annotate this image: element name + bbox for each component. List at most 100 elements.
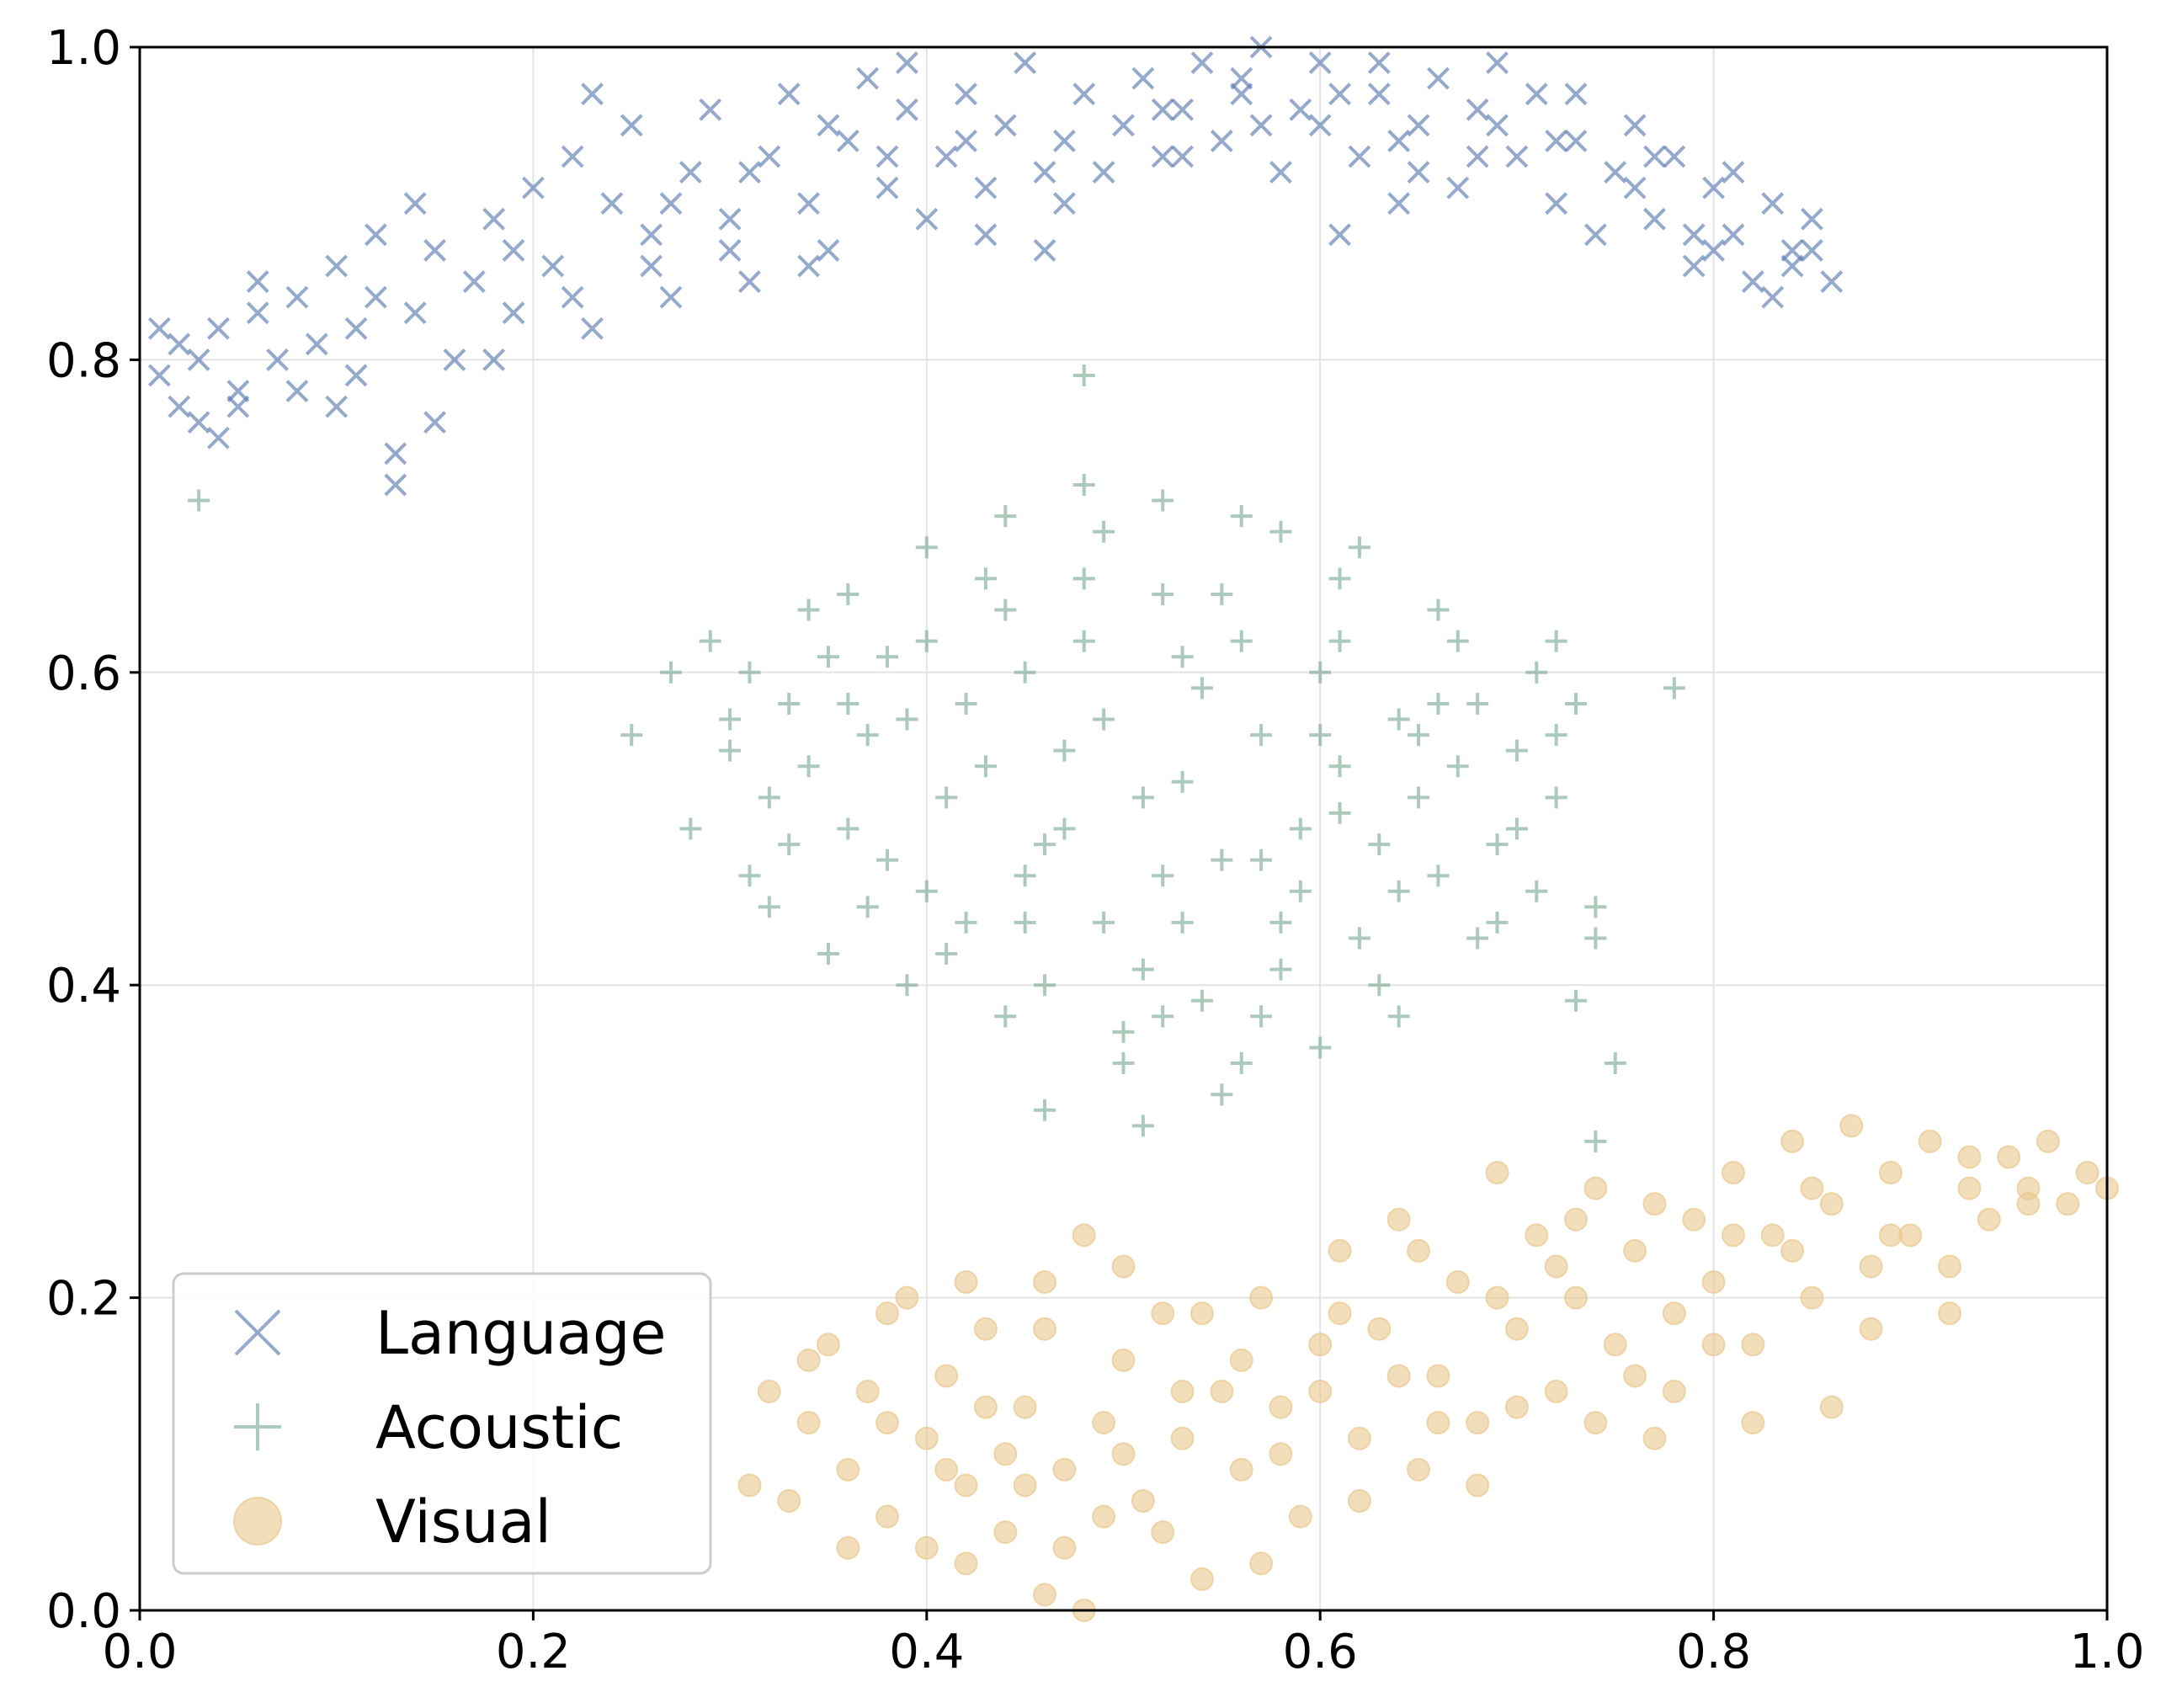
visual-point	[875, 1301, 900, 1326]
language-point	[934, 145, 958, 168]
acoustic-point	[1269, 520, 1292, 543]
language-point	[1052, 130, 1076, 152]
visual-point	[1957, 1176, 1982, 1200]
visual-point	[2016, 1192, 2041, 1216]
visual-point	[1544, 1254, 1568, 1279]
legend-marker-language	[234, 1309, 281, 1356]
language-point	[1722, 223, 1745, 247]
visual-point	[1898, 1223, 1923, 1248]
language-point	[1308, 51, 1332, 74]
acoustic-point	[1387, 880, 1410, 902]
acoustic-point	[876, 646, 899, 668]
visual-point	[1859, 1317, 1883, 1341]
language-point	[1682, 254, 1706, 278]
visual-point	[1033, 1270, 1057, 1295]
x-tick-label: 0.8	[1676, 1625, 1751, 1679]
language-point	[875, 176, 899, 200]
acoustic-point	[1230, 505, 1253, 528]
acoustic-point	[1408, 786, 1430, 809]
acoustic-point	[1072, 567, 1095, 590]
language-point	[384, 473, 407, 497]
language-point	[974, 176, 998, 200]
visual-point	[1249, 1551, 1274, 1576]
language-point	[1761, 285, 1785, 309]
acoustic-point	[1486, 833, 1509, 856]
visual-point	[2075, 1161, 2099, 1185]
language-point	[1702, 238, 1726, 262]
series-visual	[737, 1114, 2119, 1622]
acoustic-point	[738, 661, 761, 684]
acoustic-point	[1584, 927, 1607, 950]
language-point	[187, 348, 210, 371]
language-point	[758, 145, 781, 168]
visual-point	[1151, 1520, 1175, 1545]
visual-point	[1013, 1395, 1037, 1419]
language-point	[187, 411, 210, 434]
language-point	[1801, 238, 1823, 262]
language-point	[699, 98, 722, 121]
visual-point	[1662, 1380, 1686, 1404]
visual-point	[1407, 1457, 1431, 1482]
visual-point	[954, 1473, 978, 1498]
visual-point	[1052, 1535, 1077, 1560]
language-point	[718, 238, 742, 262]
acoustic-point	[1486, 911, 1509, 934]
language-point	[797, 254, 820, 278]
visual-point	[1741, 1411, 1765, 1435]
visual-point	[1721, 1161, 1745, 1185]
visual-point	[1386, 1207, 1411, 1232]
visual-point	[1504, 1395, 1529, 1419]
language-point	[462, 270, 486, 293]
acoustic-point	[994, 599, 1017, 621]
acoustic-point	[1328, 801, 1351, 824]
acoustic-point	[1152, 583, 1174, 605]
visual-point	[1800, 1285, 1824, 1310]
acoustic-point	[837, 583, 859, 605]
language-point	[1171, 98, 1195, 121]
acoustic-point	[1211, 849, 1233, 871]
language-point	[344, 317, 368, 340]
visual-point	[1760, 1223, 1785, 1248]
plot-frame	[138, 45, 2109, 1612]
acoustic-point	[620, 724, 643, 747]
language-point	[856, 67, 880, 90]
language-point	[1663, 145, 1686, 168]
language-point	[325, 254, 349, 278]
acoustic-point	[1565, 692, 1588, 715]
visual-point	[1426, 1364, 1450, 1388]
acoustic-point	[1093, 708, 1115, 731]
language-point	[1682, 223, 1706, 247]
visual-point	[1564, 1285, 1589, 1310]
acoustic-point	[797, 599, 820, 621]
language-point	[581, 317, 604, 340]
language-point	[246, 301, 269, 325]
acoustic-point	[1250, 724, 1273, 747]
acoustic-point	[679, 817, 702, 840]
acoustic-point	[1348, 536, 1370, 559]
language-point	[955, 82, 977, 106]
acoustic-point	[1034, 974, 1056, 997]
language-point	[1052, 192, 1076, 215]
acoustic-point	[1289, 880, 1312, 902]
acoustic-point	[1131, 1115, 1154, 1137]
acoustic-point	[1072, 473, 1095, 496]
acoustic-point	[1565, 989, 1588, 1012]
language-point	[1131, 67, 1155, 90]
visual-point	[1957, 1145, 1982, 1169]
y-tick-label: 0.6	[46, 646, 121, 701]
acoustic-point	[856, 896, 879, 918]
language-point	[993, 114, 1017, 137]
visual-point	[1033, 1317, 1057, 1341]
visual-point	[1583, 1411, 1608, 1435]
visual-point	[1229, 1348, 1253, 1372]
visual-point	[1642, 1426, 1667, 1450]
visual-point	[836, 1457, 860, 1482]
x-axis: 0.0 0.2 0.4 0.6 0.8 1.0	[102, 1610, 2145, 1679]
language-point	[1171, 145, 1195, 168]
legend-box	[172, 1272, 712, 1575]
language-point	[797, 192, 820, 215]
acoustic-point	[1289, 817, 1312, 840]
visual-point	[934, 1364, 959, 1388]
language-point	[1367, 51, 1391, 74]
